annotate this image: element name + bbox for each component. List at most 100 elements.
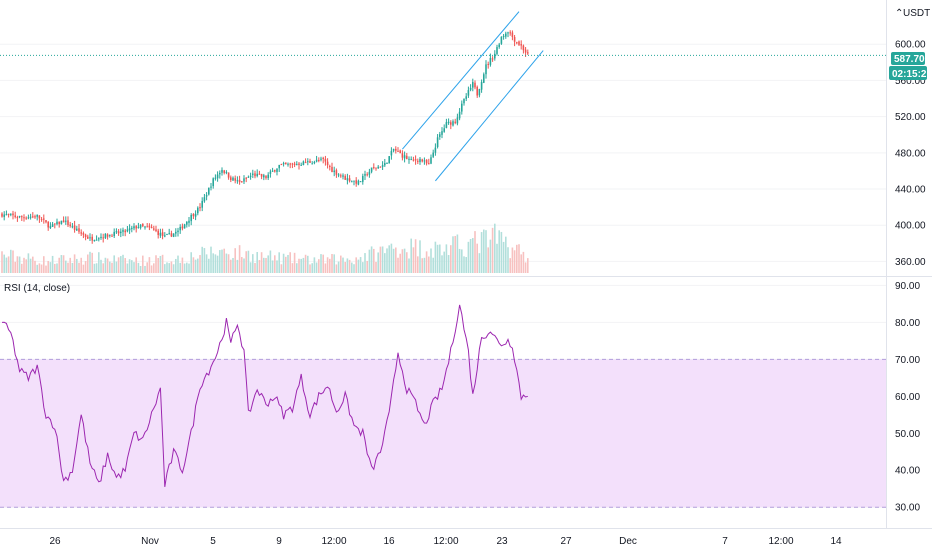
volume-bar <box>384 253 386 273</box>
volume-bar <box>192 257 195 273</box>
candle-body <box>164 235 166 237</box>
volume-bar <box>278 252 280 273</box>
currency-selector[interactable]: ⌃ USDT <box>895 8 930 19</box>
candle-body <box>38 215 41 219</box>
volume-bar <box>124 258 126 273</box>
candle-body <box>491 58 494 60</box>
time-axis[interactable]: 26 Nov 5 9 12:00 16 12:00 23 27 Dec 7 12:00 14 <box>49 536 842 547</box>
candle-body <box>159 232 162 236</box>
volume-bars <box>1 223 529 273</box>
volume-bar <box>51 255 54 273</box>
candle-body <box>399 150 401 154</box>
volume-bar <box>170 261 173 273</box>
candle-body <box>243 178 245 182</box>
volume-bar <box>179 262 181 273</box>
candle-body <box>368 171 371 175</box>
countdown-tag-bg <box>889 66 927 80</box>
channel-upper-line[interactable] <box>402 11 520 150</box>
price-axis[interactable]: 360.00 400.00 440.00 480.00 520.00 560.00 600.… <box>895 40 926 268</box>
candle-body <box>181 226 184 229</box>
volume-bar <box>298 258 300 273</box>
volume-bar <box>87 254 89 273</box>
candle-body <box>311 163 313 165</box>
candle-body <box>401 153 404 158</box>
volume-bar <box>285 256 287 273</box>
volume-bar <box>419 240 421 273</box>
channel-drawing[interactable] <box>402 11 544 182</box>
candle-body <box>7 213 10 215</box>
candle-body <box>230 177 232 181</box>
volume-bar <box>111 262 113 273</box>
volume-bar <box>282 253 285 273</box>
candle-body <box>80 232 82 234</box>
channel-lower-line[interactable] <box>435 50 544 182</box>
rsi-indicator-label[interactable]: RSI (14, close) <box>4 283 70 294</box>
candle-body <box>502 35 505 37</box>
candle-body <box>505 33 507 37</box>
volume-bar <box>434 241 437 273</box>
volume-bar <box>199 255 201 273</box>
volume-bar <box>456 234 459 273</box>
candle-body <box>432 152 434 157</box>
candle-body <box>23 217 25 219</box>
candle-body <box>379 166 382 168</box>
price-tick-label: 360.00 <box>895 257 926 268</box>
volume-bar <box>302 257 305 273</box>
volume-bar <box>100 259 102 273</box>
volume-bar <box>513 250 516 273</box>
volume-bar <box>38 263 41 273</box>
candle-body <box>498 44 500 48</box>
volume-bar <box>76 258 78 273</box>
volume-bar <box>25 259 27 273</box>
candle-body <box>234 178 236 181</box>
candle-body <box>280 164 283 166</box>
volume-bar <box>58 257 60 273</box>
candle-body <box>397 150 399 152</box>
volume-bar <box>469 239 472 273</box>
volume-bar <box>267 255 269 273</box>
volume-bar <box>377 252 379 273</box>
candle-body <box>494 53 496 59</box>
candle-body <box>520 44 522 46</box>
volume-bar <box>335 264 338 273</box>
volume-bar <box>159 255 162 273</box>
rsi-band <box>0 358 886 508</box>
volume-bar <box>161 254 164 273</box>
candle-body <box>14 215 16 217</box>
candle-body <box>67 220 69 226</box>
candle-body <box>274 170 276 172</box>
volume-bar <box>168 263 170 273</box>
candle-body <box>175 231 177 234</box>
candle-body <box>58 221 60 225</box>
candle-body <box>335 170 338 175</box>
volume-bar <box>34 260 36 273</box>
candle-body <box>25 217 27 219</box>
volume-bar <box>10 249 12 273</box>
volume-bar <box>91 252 93 273</box>
candle-body <box>439 134 441 137</box>
candle-body <box>27 217 30 219</box>
price-tag-value: 587.70 <box>894 54 925 65</box>
candle-body <box>276 168 278 172</box>
candle-body <box>509 32 511 34</box>
candle-body <box>302 161 305 166</box>
volume-bar <box>357 259 360 273</box>
volume-bar <box>1 251 3 273</box>
candle-body <box>474 82 476 88</box>
candle-body <box>329 166 331 168</box>
candle-body <box>443 128 445 132</box>
candle-body <box>480 82 483 90</box>
volume-bar <box>29 258 32 273</box>
volume-bar <box>395 247 397 273</box>
rsi-axis[interactable]: 30.00 40.00 50.00 60.00 70.00 80.00 90.00 <box>895 281 920 514</box>
volume-bar <box>522 251 525 273</box>
candle-body <box>265 175 267 179</box>
volume-bar <box>520 254 522 273</box>
candle-body <box>69 224 71 227</box>
candle-body <box>309 160 311 163</box>
volume-bar <box>7 256 10 273</box>
volume-bar <box>443 251 445 273</box>
candle-body <box>62 220 65 223</box>
candle-body <box>465 96 467 99</box>
